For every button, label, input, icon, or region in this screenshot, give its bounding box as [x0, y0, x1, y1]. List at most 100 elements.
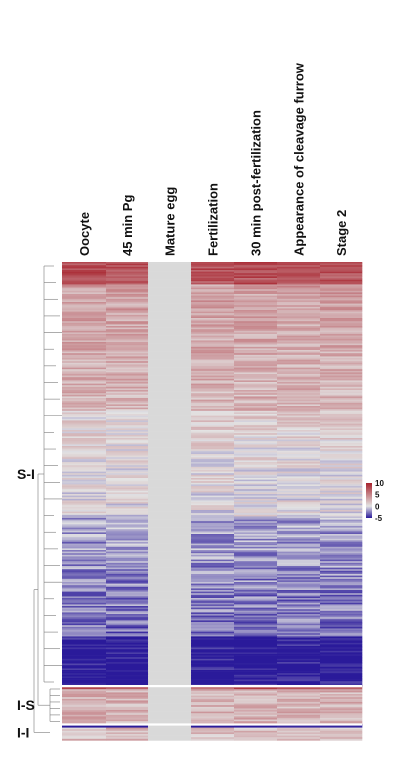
- heatmap-cell: [234, 338, 278, 341]
- heatmap-cell: [191, 409, 235, 412]
- heatmap-cell: [62, 314, 107, 317]
- heatmap-cell: [320, 652, 363, 655]
- heatmap-cell: [62, 354, 107, 357]
- heatmap-cell: [277, 361, 321, 364]
- heatmap-cell: [148, 690, 192, 693]
- heatmap-cell: [62, 641, 107, 644]
- heatmap-cell: [148, 654, 192, 656]
- heatmap-cell: [62, 298, 107, 301]
- heatmap-cell: [191, 644, 235, 647]
- heatmap-cell: [277, 505, 321, 508]
- heatmap-cell: [277, 710, 321, 712]
- heatmap-cell: [106, 298, 149, 301]
- heatmap-cell: [320, 393, 363, 396]
- heatmap-cell: [320, 612, 363, 615]
- heatmap-cell: [106, 486, 149, 488]
- heatmap-cell: [106, 638, 149, 640]
- heatmap-cell: [320, 487, 363, 490]
- heatmap-cell: [106, 590, 149, 592]
- heatmap-cell: [277, 433, 321, 436]
- heatmap-cell: [62, 458, 107, 461]
- heatmap-cell: [191, 585, 235, 588]
- heatmap-cell: [62, 634, 107, 637]
- heatmap-cell: [148, 598, 192, 600]
- heatmap-cell: [191, 623, 235, 626]
- heatmap-cell: [106, 401, 149, 404]
- heatmap-cell: [62, 303, 107, 306]
- heatmap-cell: [106, 700, 149, 703]
- heatmap-cell: [62, 390, 107, 392]
- heatmap-cell: [148, 614, 192, 616]
- heatmap-cell: [62, 540, 107, 543]
- heatmap-cell: [106, 671, 149, 674]
- heatmap-cell: [191, 332, 235, 335]
- heatmap-cell: [191, 282, 235, 285]
- heatmap-cell: [277, 514, 321, 517]
- heatmap-cell: [277, 282, 321, 285]
- heatmap-cell: [106, 538, 149, 541]
- heatmap-cell: [62, 316, 107, 319]
- heatmap-cell: [234, 335, 278, 338]
- heatmap-cell: [148, 617, 192, 620]
- heatmap-cell: [148, 268, 192, 271]
- heatmap-cell: [191, 281, 235, 284]
- heatmap-cell: [106, 310, 149, 312]
- heatmap-cell: [148, 524, 192, 527]
- heatmap-cell: [148, 716, 192, 719]
- heatmap-cell: [62, 479, 107, 482]
- heatmap-cell: [191, 423, 235, 426]
- heatmap-cell: [277, 313, 321, 316]
- heatmap-cell: [234, 351, 278, 354]
- heatmap-cell: [106, 495, 149, 498]
- heatmap-cell: [106, 612, 149, 615]
- heatmap-cell: [277, 586, 321, 589]
- heatmap-cell: [62, 695, 107, 698]
- heatmap-cell: [191, 503, 235, 506]
- heatmap-cell: [106, 690, 149, 693]
- heatmap-cell: [234, 396, 278, 399]
- heatmap-cell: [106, 436, 149, 439]
- heatmap-cell: [106, 529, 149, 532]
- heatmap-cell: [191, 617, 235, 620]
- heatmap-cell: [106, 487, 149, 490]
- heatmap-cell: [62, 652, 107, 655]
- heatmap-cell: [148, 350, 192, 352]
- heatmap-cell: [148, 318, 192, 320]
- heatmap-cell: [277, 697, 321, 700]
- heatmap-cell: [62, 689, 107, 692]
- heatmap-cell: [106, 383, 149, 386]
- heatmap-cell: [148, 604, 192, 607]
- heatmap-cell: [320, 386, 363, 389]
- heatmap-cell: [320, 263, 363, 266]
- heatmap-cell: [277, 628, 321, 631]
- heatmap-cell: [106, 399, 149, 402]
- heatmap-cell: [106, 410, 149, 413]
- heatmap-cell: [277, 618, 321, 621]
- heatmap-cell: [320, 585, 363, 588]
- heatmap-cell: [62, 510, 107, 512]
- heatmap-cell: [191, 454, 235, 456]
- heatmap-cell: [191, 604, 235, 607]
- heatmap-cell: [62, 561, 107, 564]
- heatmap-cell: [234, 502, 278, 504]
- heatmap-cell: [277, 732, 321, 735]
- heatmap-cell: [277, 474, 321, 477]
- heatmap-cell: [191, 439, 235, 442]
- heatmap-cell: [106, 522, 149, 525]
- heatmap-cell: [62, 327, 107, 330]
- heatmap-cell: [106, 599, 149, 602]
- heatmap-cell: [148, 394, 192, 397]
- heatmap-cell: [62, 682, 107, 685]
- heatmap-cell: [277, 398, 321, 400]
- heatmap-cell: [148, 265, 192, 268]
- heatmap-cell: [191, 367, 235, 370]
- column-label-2: Mature egg: [163, 187, 178, 256]
- heatmap-cell: [277, 383, 321, 386]
- heatmap-cell: [277, 338, 321, 341]
- heatmap-cell: [62, 506, 107, 509]
- heatmap-cell: [106, 465, 149, 468]
- heatmap-cell: [320, 564, 363, 567]
- heatmap-cell: [277, 311, 321, 314]
- heatmap-cell: [320, 583, 363, 586]
